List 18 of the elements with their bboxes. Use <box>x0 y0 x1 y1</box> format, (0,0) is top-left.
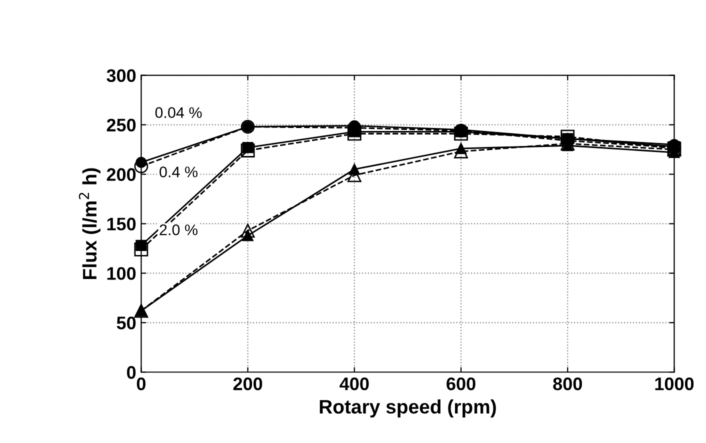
x-tick-label: 0 <box>136 377 146 390</box>
y-tick-label: 250 <box>106 118 136 132</box>
x-tick-label: 800 <box>553 377 582 390</box>
y-tick-label: 0 <box>127 366 136 379</box>
x-tick-label: 200 <box>233 377 262 390</box>
y-tick-label: 150 <box>107 218 136 230</box>
x-tick-label: 400 <box>340 377 369 390</box>
x-axis-title: Rotary speed (rpm) <box>320 399 496 418</box>
y-tick-label: 50 <box>116 316 136 330</box>
annotation: 0.04 % <box>155 107 202 118</box>
y-tick-label: 200 <box>106 168 136 181</box>
y-tick-label: 300 <box>106 69 136 82</box>
y-tick-label: 100 <box>107 267 136 280</box>
annotation: 0.4 % <box>160 166 198 178</box>
x-tick-label: 600 <box>446 377 476 390</box>
y-axis-title: Flux (l/m$^{2}$ h) <box>78 168 100 279</box>
x-tick-label: 1000 <box>655 377 694 390</box>
annotation: 2.0 % <box>160 224 198 236</box>
